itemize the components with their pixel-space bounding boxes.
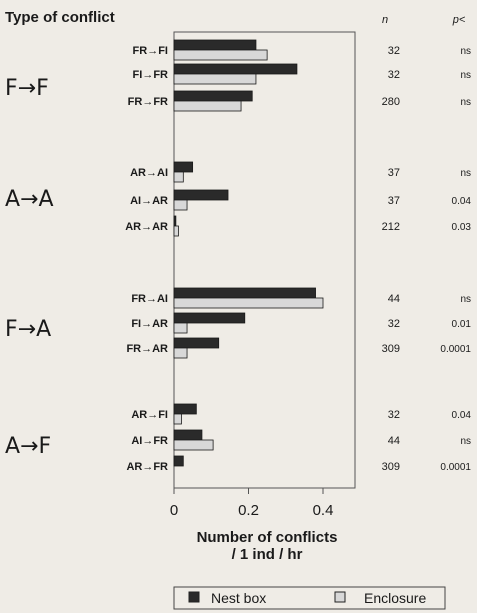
bar-enclosure [173, 322, 188, 334]
n-column-header: n [382, 14, 388, 26]
bar-enclosure [173, 413, 182, 425]
x-axis-label-line1: Number of conflicts [197, 529, 338, 546]
bar-nest-box [173, 39, 257, 51]
n-value: 32 [388, 318, 400, 330]
x-axis: 0 0.2 0.4 [170, 488, 334, 519]
row-label: FR→AR [126, 343, 168, 355]
labels-layer: F→F FR→FI 32 ns FI→FR 32 ns FR→FR 280 ns A→A AR→AI 3… [5, 45, 471, 473]
bar-nest-box [173, 337, 220, 349]
header-title: Type of conflict [5, 9, 115, 26]
p-value: 0.01 [452, 319, 472, 330]
bar-enclosure [173, 439, 214, 451]
bar-enclosure [173, 347, 188, 359]
p-value: 0.0001 [440, 462, 471, 473]
x-tick-label: 0 [170, 502, 178, 519]
p-value: 0.04 [452, 410, 472, 421]
row-label: AI→FR [131, 435, 168, 447]
bar-enclosure [173, 100, 242, 112]
bar-nest-box [173, 287, 316, 299]
n-value: 32 [388, 45, 400, 57]
group-label: A→A [5, 187, 54, 212]
n-value: 309 [382, 343, 400, 355]
p-value: ns [460, 294, 471, 305]
group-label: F→F [5, 76, 49, 101]
n-value: 44 [388, 293, 400, 305]
row-label: FI→AR [131, 318, 168, 330]
bar-nest-box [173, 312, 246, 324]
bar-enclosure [173, 171, 184, 183]
bar-nest-box [173, 189, 229, 201]
bar-nest-box [173, 455, 184, 467]
legend-label-enclosure: Enclosure [364, 590, 426, 606]
n-value: 280 [382, 96, 400, 108]
p-value: ns [460, 97, 471, 108]
x-axis-label-line2: / 1 ind / hr [232, 546, 303, 563]
row-label: AR→FI [131, 409, 168, 421]
n-value: 32 [388, 409, 400, 421]
group-label: F→A [5, 317, 51, 342]
p-value: ns [460, 168, 471, 179]
n-value: 37 [388, 195, 400, 207]
bar-nest-box [173, 90, 253, 102]
row-label: FR→AI [131, 293, 168, 305]
bar-nest-box [173, 63, 298, 75]
legend-swatch-enclosure [334, 591, 346, 603]
row-label: AI→AR [130, 195, 168, 207]
row-label: FR→FR [128, 96, 168, 108]
n-value: 309 [382, 461, 400, 473]
row-label: AR→AI [130, 167, 168, 179]
bar-nest-box [173, 403, 197, 415]
n-value: 44 [388, 435, 400, 447]
row-label: AR→AR [125, 221, 168, 233]
legend: Nest box Enclosure [173, 586, 446, 610]
n-value: 32 [388, 69, 400, 81]
p-value: ns [460, 70, 471, 81]
bar-enclosure [173, 49, 268, 61]
x-tick-label: 0.2 [238, 502, 259, 519]
p-column-header: p< [452, 14, 466, 26]
p-value: ns [460, 436, 471, 447]
row-label: FI→FR [133, 69, 168, 81]
p-value: 0.03 [452, 222, 472, 233]
x-tick-label: 0.4 [313, 502, 334, 519]
bars-layer [173, 39, 324, 467]
n-value: 37 [388, 167, 400, 179]
bar-enclosure [173, 199, 188, 211]
bar-nest-box [173, 215, 177, 227]
group-label: A→F [5, 434, 51, 459]
p-value: 0.0001 [440, 344, 471, 355]
p-value: 0.04 [452, 196, 472, 207]
bar-nest-box [173, 429, 203, 441]
bar-enclosure [173, 297, 324, 309]
legend-box [173, 586, 446, 610]
bar-enclosure [173, 73, 257, 85]
legend-swatch-nest-box [188, 591, 200, 603]
bar-enclosure [173, 225, 179, 237]
p-value: ns [460, 46, 471, 57]
plot-frame [173, 31, 356, 489]
legend-label-nest-box: Nest box [211, 590, 266, 606]
n-value: 212 [382, 221, 400, 233]
bar-nest-box [173, 161, 194, 173]
row-label: FR→FI [133, 45, 168, 57]
row-label: AR→FR [126, 461, 168, 473]
